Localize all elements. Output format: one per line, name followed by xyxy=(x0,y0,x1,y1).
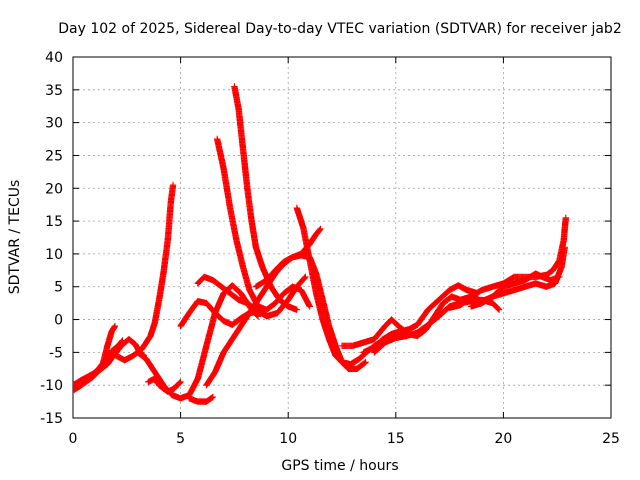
series-marks xyxy=(145,375,184,395)
y-tick-label: 20 xyxy=(45,181,63,197)
series-trace-d xyxy=(112,181,177,364)
y-tick-label: 40 xyxy=(45,50,63,66)
series-trace-p xyxy=(360,282,481,356)
series-trace-j xyxy=(214,135,313,313)
y-tick-label: 10 xyxy=(45,247,63,263)
y-tick-label: -15 xyxy=(40,411,63,427)
y-tick-label: 0 xyxy=(54,313,63,329)
x-axis-label: GPS time / hours xyxy=(281,458,398,474)
series-trace-c xyxy=(73,337,126,394)
series-marks xyxy=(338,293,464,349)
data-marks xyxy=(73,83,570,405)
series-trace-k xyxy=(231,83,301,313)
y-tick-label: 30 xyxy=(45,116,63,132)
x-tick-label: 20 xyxy=(494,431,512,447)
plot-frame xyxy=(72,56,612,419)
series-marks xyxy=(112,181,177,364)
y-tick-label: -10 xyxy=(40,378,63,394)
y-tick-label: 15 xyxy=(45,214,63,230)
y-axis-label: SDTVAR / TECUs xyxy=(7,180,23,295)
series-trace-f xyxy=(186,393,217,405)
x-tick-label: 25 xyxy=(602,431,620,447)
y-tick-label: -5 xyxy=(49,345,63,361)
series-marks xyxy=(186,393,217,405)
series-marks xyxy=(467,270,563,310)
y-tick-label: 35 xyxy=(45,83,63,99)
axes: 0 5 10 15 20 25 -15 -10 -5 0 5 10 15 20 25 30 35 40 xyxy=(40,50,620,447)
y-tick-label: 25 xyxy=(45,148,63,164)
series-trace-o xyxy=(338,293,464,349)
x-tick-label: 5 xyxy=(176,431,185,447)
x-tick-label: 10 xyxy=(279,431,297,447)
series-marks xyxy=(214,135,313,313)
series-trace-g xyxy=(145,375,184,395)
series-marks xyxy=(231,83,301,313)
series-trace-t xyxy=(467,270,563,310)
chart-title: Day 102 of 2025, Sidereal Day-to-day VTE… xyxy=(58,21,621,37)
x-tick-label: 0 xyxy=(69,431,78,447)
y-tick-label: 5 xyxy=(54,280,63,296)
x-tick-label: 15 xyxy=(387,431,405,447)
series-marks xyxy=(73,337,126,394)
gridlines xyxy=(73,57,611,418)
series-marks xyxy=(360,282,481,356)
